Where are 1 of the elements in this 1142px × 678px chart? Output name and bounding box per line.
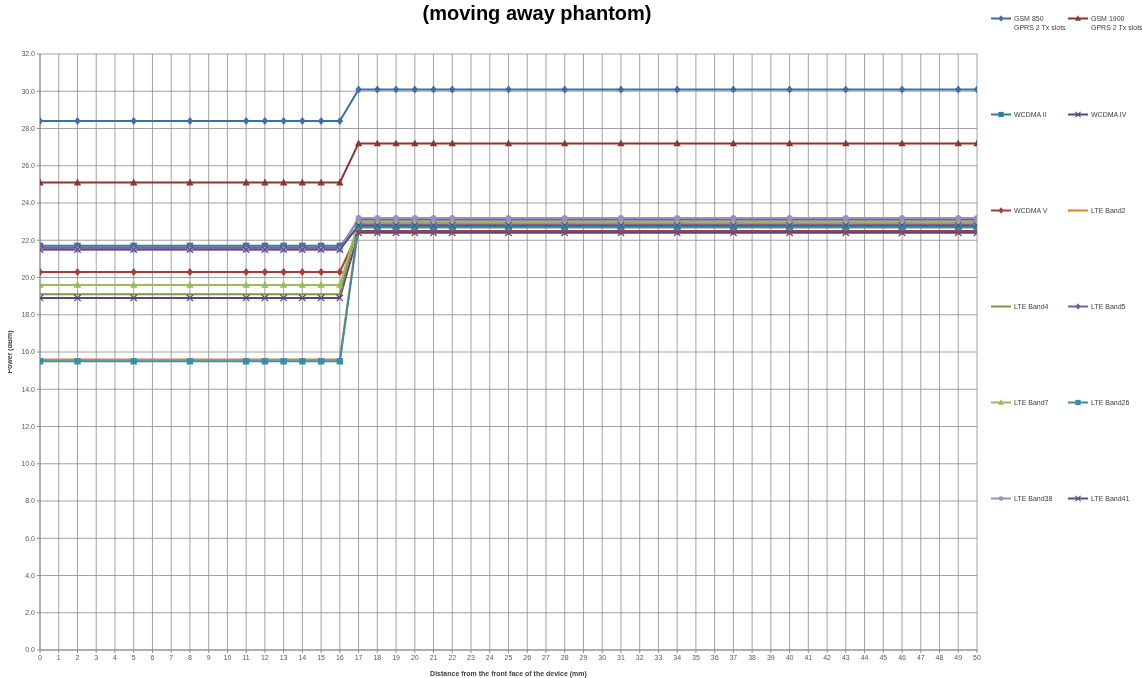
chart-title: (moving away phantom) [421,2,653,25]
